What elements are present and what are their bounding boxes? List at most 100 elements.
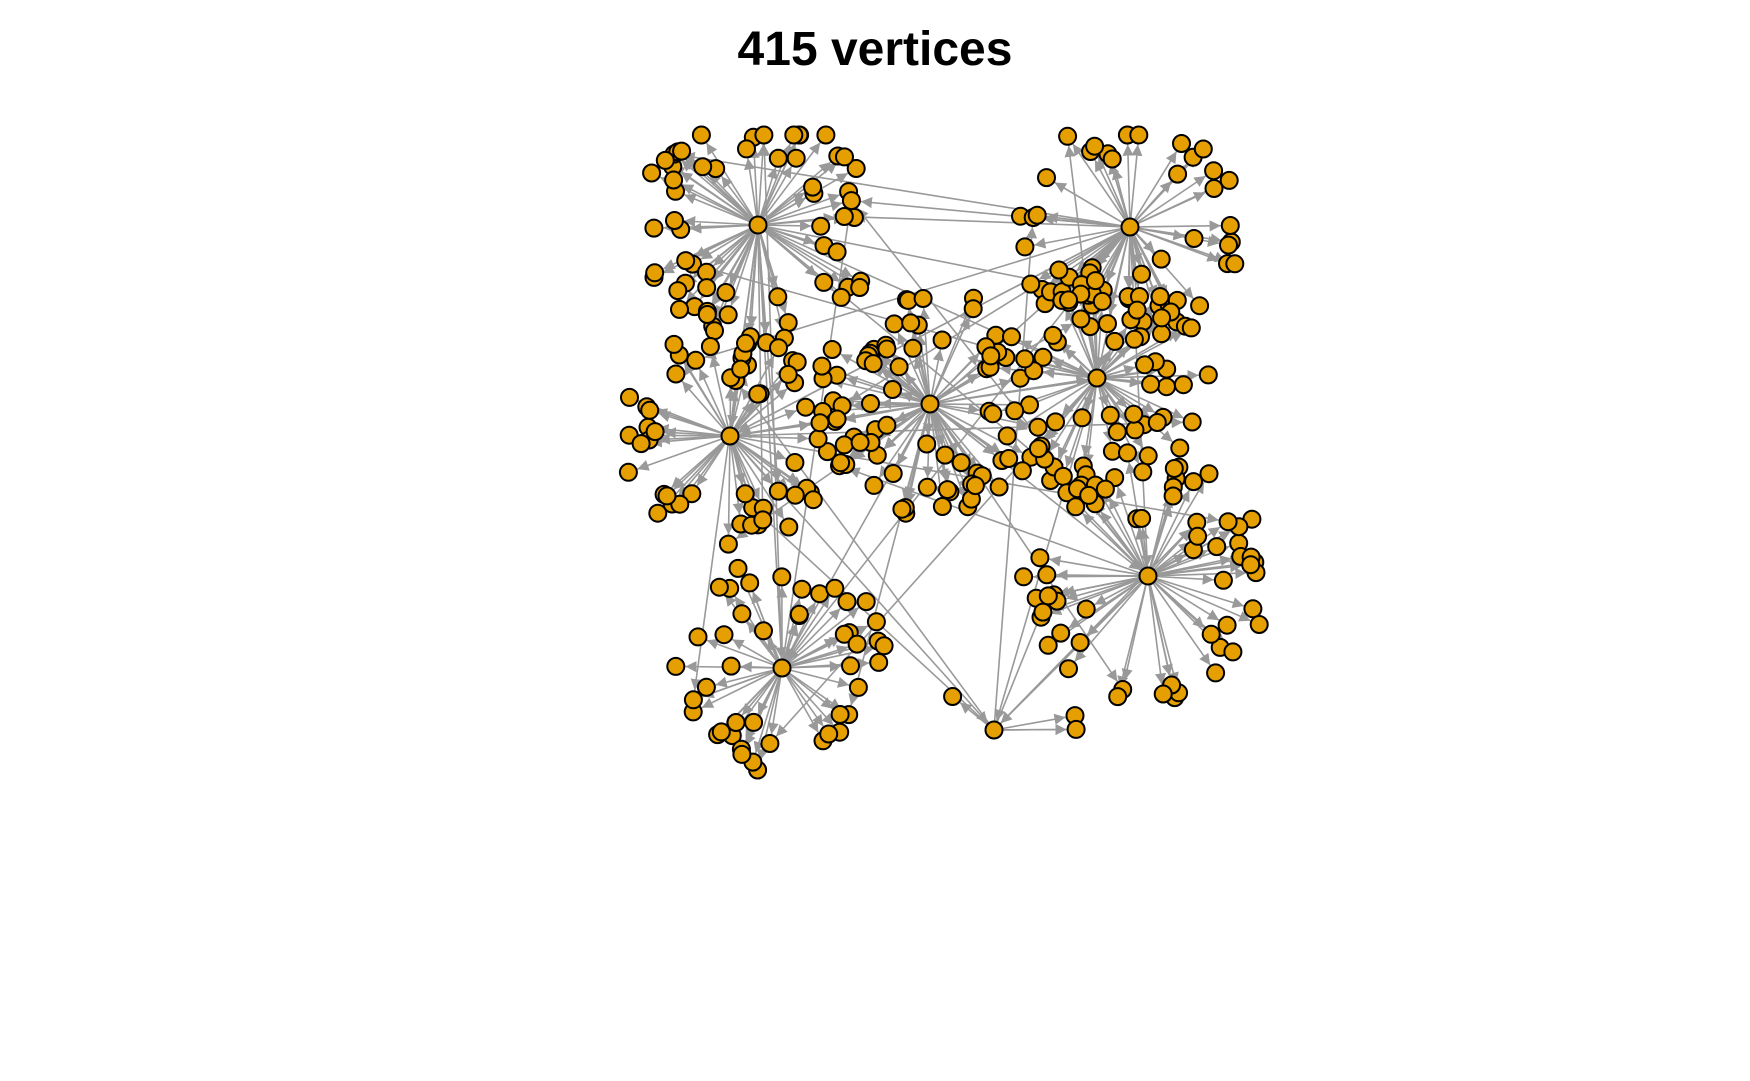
edge [1102, 383, 1128, 409]
edge [1104, 364, 1136, 377]
edge [1152, 582, 1211, 666]
vertex [827, 242, 847, 262]
edge [1123, 235, 1135, 288]
vertex [735, 484, 755, 504]
vertex [846, 159, 866, 178]
edge [733, 442, 785, 520]
vertex [779, 517, 799, 537]
vertex [811, 216, 831, 236]
edge [1156, 555, 1242, 576]
vertex [754, 621, 773, 641]
vertex [1124, 404, 1144, 424]
vertex [697, 305, 717, 324]
edge [1117, 584, 1147, 688]
vertex [841, 191, 861, 211]
edge [731, 443, 746, 485]
vertex [1213, 570, 1233, 590]
vertex [889, 357, 909, 377]
vertex [951, 453, 971, 473]
vertex [1107, 422, 1127, 442]
vertex [664, 334, 684, 354]
edge [672, 165, 752, 221]
vertex [769, 338, 788, 358]
hub-vertex [920, 394, 940, 414]
vertex [1218, 512, 1238, 532]
vertex [731, 359, 751, 379]
vertex [1132, 264, 1151, 284]
vertex [981, 346, 1001, 366]
vertex [1053, 466, 1073, 486]
edge [1057, 576, 1140, 598]
vertex [1157, 377, 1176, 397]
vertex [683, 690, 703, 710]
vertex [837, 592, 857, 612]
vertex [1184, 472, 1203, 492]
vertex [830, 705, 850, 724]
vertex [772, 567, 792, 587]
vertex [1204, 179, 1224, 198]
vertex [856, 592, 876, 612]
vertex [784, 125, 804, 145]
vertex [999, 449, 1019, 468]
edge [1054, 181, 1124, 224]
vertex [841, 656, 860, 676]
edge [762, 142, 821, 219]
vertex [1002, 327, 1021, 347]
edge [658, 411, 723, 435]
edge [897, 332, 928, 397]
edge [736, 440, 800, 484]
vertex [825, 578, 845, 598]
vertex [1098, 314, 1117, 334]
edge [844, 404, 922, 424]
edge [999, 363, 1089, 378]
edge [788, 606, 860, 664]
edge [715, 669, 774, 688]
vertex [1030, 548, 1050, 568]
vertex [618, 462, 638, 482]
edge [766, 220, 812, 232]
edge [1133, 151, 1178, 221]
vertex [965, 476, 985, 496]
edge [681, 380, 726, 431]
vertex [1012, 461, 1032, 481]
vertex [672, 141, 692, 161]
edge [1049, 384, 1094, 452]
vertex [664, 170, 684, 190]
vertex [732, 604, 752, 624]
vertex [827, 409, 847, 429]
edge [1138, 220, 1221, 232]
edge [767, 676, 782, 735]
vertex [1138, 446, 1158, 466]
vertex [983, 404, 1003, 424]
edge [712, 230, 753, 267]
vertex [705, 321, 724, 341]
vertex [943, 687, 963, 706]
vertex [938, 480, 957, 500]
vertex [691, 125, 711, 145]
vertex [1249, 615, 1269, 634]
vertex [1038, 635, 1058, 655]
edge [1151, 481, 1205, 570]
edge [764, 162, 838, 221]
vertex [1071, 309, 1091, 329]
vertex [1241, 555, 1261, 575]
vertex [736, 333, 755, 353]
edge [664, 427, 722, 439]
vertex [1164, 459, 1184, 478]
vertex [1079, 485, 1099, 505]
vertex [1129, 125, 1149, 145]
vertex [640, 400, 660, 420]
edge [1149, 504, 1173, 569]
vertex [913, 289, 933, 308]
vertex [831, 453, 851, 473]
vertex [1133, 462, 1153, 482]
edge [1154, 541, 1191, 572]
vertex [1198, 365, 1218, 385]
edge [1130, 144, 1143, 219]
edge [938, 403, 980, 415]
vertex [760, 734, 780, 753]
vertex-layer [618, 125, 1269, 780]
edge [993, 226, 1038, 722]
